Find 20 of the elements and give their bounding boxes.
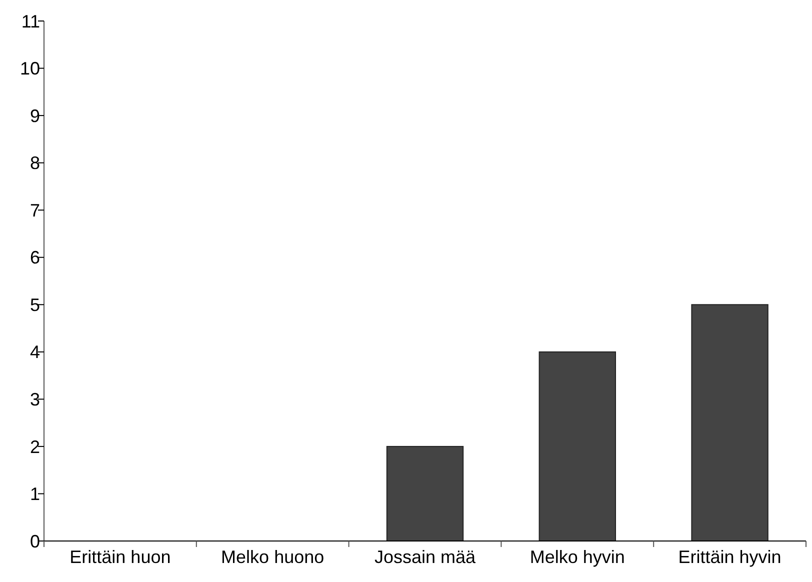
y-tick-label: 7 [30,200,40,220]
x-tick-label: Melko hyvin [530,547,625,567]
bar [538,351,616,542]
y-tick-label: 1 [30,484,40,504]
y-tick-label: 11 [21,11,40,32]
bar [386,446,464,542]
y-tick-label: 4 [30,342,40,362]
y-tick-label: 10 [20,58,40,79]
y-tick-label: 2 [30,436,40,457]
y-tick-label: 0 [30,531,40,552]
y-tick-label: 5 [30,294,40,315]
x-tick-label: Melko huono [221,547,324,567]
x-tick-label: Jossain mää [374,547,477,567]
x-tick-label: Erittäin hyvin [678,547,782,567]
y-tick-label: 9 [30,106,40,126]
y-tick-label: 3 [30,389,40,410]
y-tick-label: 8 [30,153,40,174]
bar [691,304,768,542]
x-tick-label: Erittäin huon [70,547,171,567]
y-tick-label: 6 [30,248,40,268]
